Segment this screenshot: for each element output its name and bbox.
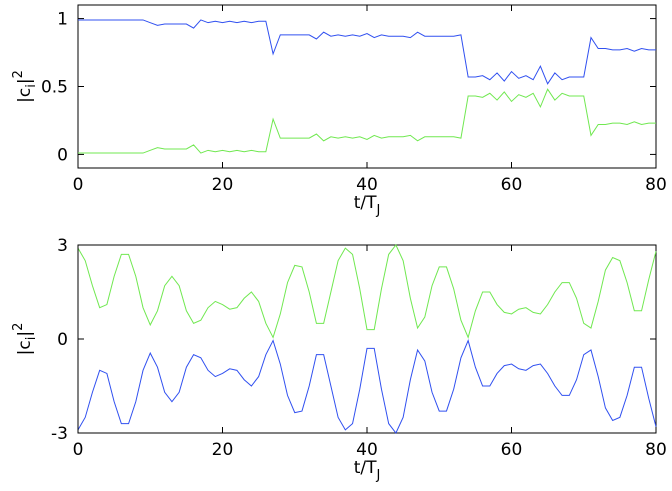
y-tick-label: 0 bbox=[57, 145, 68, 165]
x-tick-label: 0 bbox=[73, 175, 84, 195]
y-label-base: |c bbox=[15, 340, 35, 355]
y-axis-label: |ci|2 bbox=[11, 70, 39, 103]
y-label-base: |c bbox=[15, 88, 35, 103]
subplot: 0 20 40 60 80 0 0.5 1 t/TJ |ci|2 bbox=[11, 4, 667, 218]
y-label-sub: i bbox=[24, 337, 39, 341]
x-label-base: t/T bbox=[354, 193, 377, 213]
y-tick-label: 3 bbox=[57, 236, 68, 256]
y-tick-label: 0 bbox=[57, 330, 68, 350]
x-tick-label: 20 bbox=[212, 175, 234, 195]
x-tick-label: 80 bbox=[645, 175, 667, 195]
x-tick-label: 80 bbox=[645, 440, 667, 460]
x-axis-label: t/TJ bbox=[354, 458, 381, 483]
x-tick-label: 60 bbox=[501, 440, 523, 460]
y-tick-label: 1 bbox=[57, 10, 68, 30]
data-line bbox=[77, 339, 657, 434]
axes-box bbox=[77, 244, 657, 434]
y-label-close: | bbox=[15, 78, 35, 84]
x-label-sub: J bbox=[375, 468, 380, 483]
y-label-sup: 2 bbox=[11, 323, 26, 331]
x-tick-label: 0 bbox=[73, 440, 84, 460]
x-axis-label: t/TJ bbox=[354, 193, 381, 218]
data-line bbox=[78, 19, 656, 85]
y-axis-label: |ci|2 bbox=[11, 323, 39, 356]
x-label-sub: J bbox=[375, 203, 380, 218]
x-tick-label: 20 bbox=[212, 440, 234, 460]
x-tick-label: 60 bbox=[501, 175, 523, 195]
data-line bbox=[77, 244, 657, 339]
x-tick-label: 40 bbox=[356, 175, 378, 195]
y-tick-label: 0.5 bbox=[41, 78, 68, 98]
x-label-base: t/T bbox=[354, 458, 377, 478]
x-tick-label: 40 bbox=[356, 440, 378, 460]
y-label-close: | bbox=[15, 331, 35, 337]
y-label-sub: i bbox=[24, 84, 39, 88]
y-tick-label: -3 bbox=[51, 424, 68, 444]
y-label-sup: 2 bbox=[11, 70, 26, 78]
axes-box bbox=[77, 4, 657, 169]
data-line bbox=[78, 88, 656, 154]
